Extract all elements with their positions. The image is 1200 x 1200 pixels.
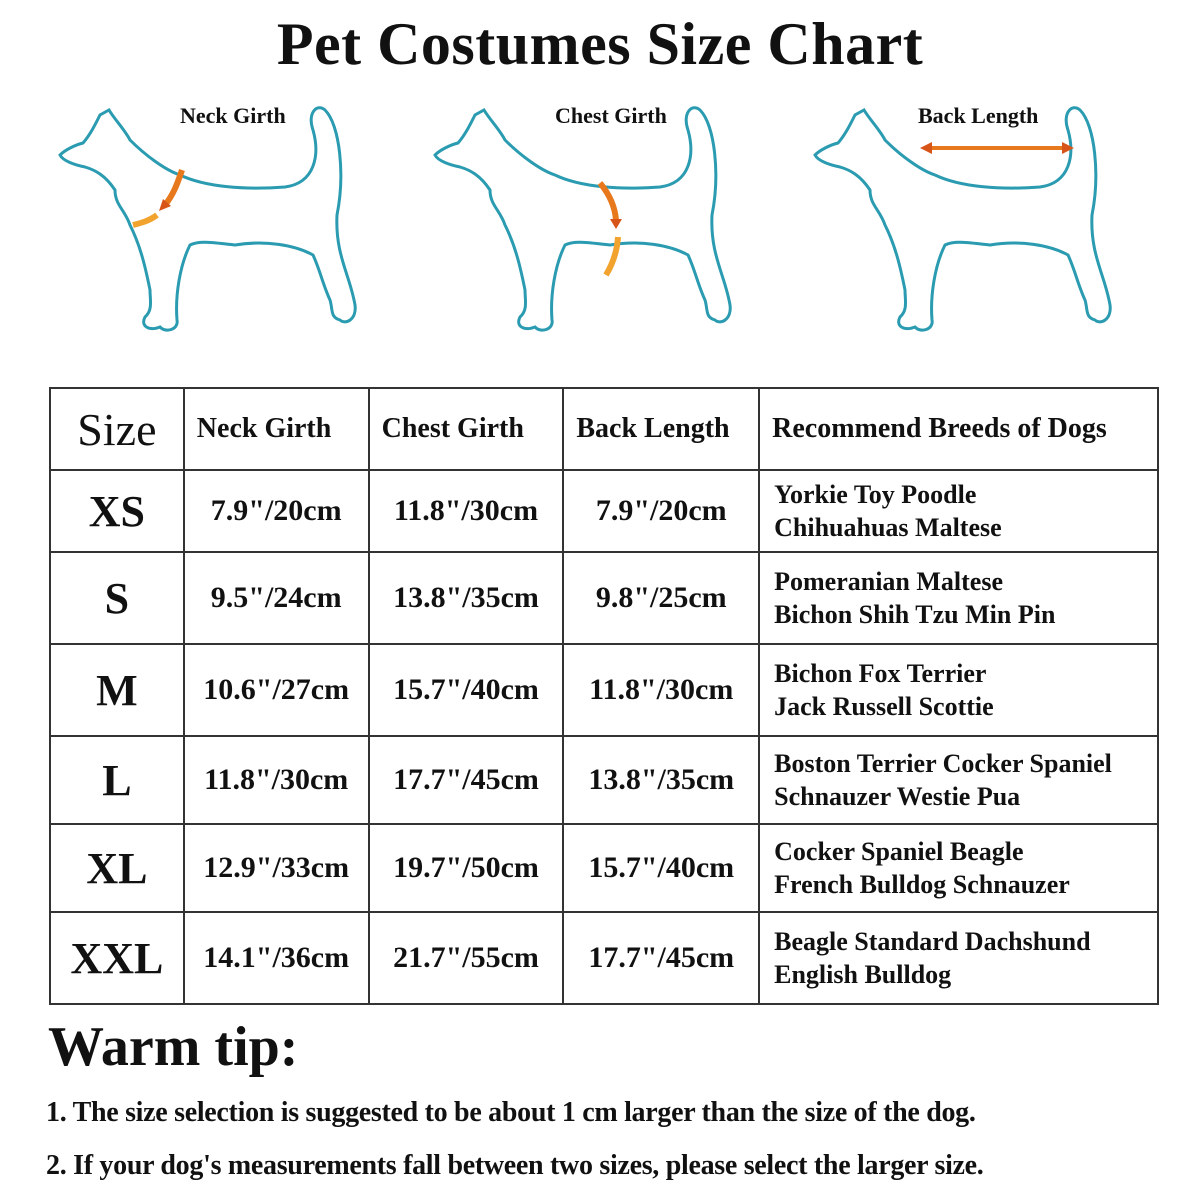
header-size: Size [49, 387, 185, 471]
tip-item-1: 1. The size selection is suggested to be… [46, 1097, 976, 1128]
back-cell: 15.7"/40cm [562, 823, 761, 913]
neck-cell: 12.9"/33cm [182, 823, 370, 913]
header-back-length: Back Length [562, 387, 761, 471]
size-cell: S [49, 551, 185, 645]
breeds-line: Schnauzer Westie Pua [774, 782, 1021, 811]
back-length-diagram: Back Length [800, 95, 1130, 365]
table-row: M 10.6"/27cm 15.7"/40cm 11.8"/30cm Bicho… [49, 643, 1159, 737]
breeds-line: Bichon Shih Tzu Min Pin [774, 600, 1056, 629]
neck-girth-diagram: Neck Girth [45, 95, 375, 365]
header-chest-girth: Chest Girth [367, 387, 565, 471]
back-cell: 13.8"/35cm [562, 735, 761, 825]
breeds-line: Bichon Fox Terrier [774, 659, 987, 688]
table-header-row: Size Neck Girth Chest Girth Back Length … [49, 387, 1159, 471]
table-row: L 11.8"/30cm 17.7"/45cm 13.8"/35cm Bosto… [49, 735, 1159, 825]
page-title: Pet Costumes Size Chart [276, 11, 924, 77]
breeds-cell: Cocker Spaniel Beagle French Bulldog Schn… [758, 823, 1159, 913]
breeds-line: Boston Terrier Cocker Spaniel [774, 749, 1112, 778]
dog-outline-neck-icon [58, 106, 357, 332]
breeds-cell: Beagle Standard Dachshund English Bulldog [758, 911, 1159, 1005]
warm-tip-title: Warm tip: [48, 1016, 299, 1078]
back-length-label: Back Length [918, 103, 1039, 128]
breeds-cell: Yorkie Toy Poodle Chihuahuas Maltese [758, 469, 1159, 553]
neck-cell: 11.8"/30cm [182, 735, 370, 825]
chest-cell: 17.7"/45cm [367, 735, 565, 825]
dog-outline-chest-icon [433, 106, 732, 332]
size-cell: M [49, 643, 185, 737]
table-row: XXL 14.1"/36cm 21.7"/55cm 17.7"/45cm Bea… [49, 911, 1159, 1005]
breeds-line: English Bulldog [774, 960, 952, 989]
chest-girth-label: Chest Girth [555, 103, 667, 128]
size-cell: XXL [49, 911, 185, 1005]
header-neck-girth: Neck Girth [182, 387, 370, 471]
back-cell: 9.8"/25cm [562, 551, 761, 645]
neck-cell: 14.1"/36cm [182, 911, 370, 1005]
chest-cell: 15.7"/40cm [367, 643, 565, 737]
size-cell: L [49, 735, 185, 825]
tip-item-2: 2. If your dog's measurements fall betwe… [46, 1150, 984, 1181]
neck-girth-label: Neck Girth [180, 103, 286, 128]
neck-cell: 9.5"/24cm [182, 551, 370, 645]
breeds-line: Beagle Standard Dachshund [774, 927, 1091, 956]
breeds-line: Chihuahuas Maltese [774, 513, 1002, 542]
table-row: XS 7.9"/20cm 11.8"/30cm 7.9"/20cm Yorkie… [49, 469, 1159, 553]
size-cell: XS [49, 469, 185, 553]
back-cell: 11.8"/30cm [562, 643, 761, 737]
chest-cell: 21.7"/55cm [367, 911, 565, 1005]
breeds-line: French Bulldog Schnauzer [774, 870, 1070, 899]
dog-outline-back-icon [813, 106, 1112, 332]
breeds-cell: Bichon Fox Terrier Jack Russell Scottie [758, 643, 1159, 737]
neck-cell: 10.6"/27cm [182, 643, 370, 737]
chest-cell: 13.8"/35cm [367, 551, 565, 645]
header-breeds: Recommend Breeds of Dogs [758, 387, 1159, 471]
chest-cell: 11.8"/30cm [367, 469, 565, 553]
table-row: S 9.5"/24cm 13.8"/35cm 9.8"/25cm Pomeran… [49, 551, 1159, 645]
back-cell: 7.9"/20cm [562, 469, 761, 553]
back-cell: 17.7"/45cm [562, 911, 761, 1005]
size-table: Size Neck Girth Chest Girth Back Length … [49, 387, 1159, 1005]
breeds-line: Cocker Spaniel Beagle [774, 837, 1024, 866]
chest-girth-diagram: Chest Girth [420, 95, 750, 365]
breeds-line: Pomeranian Maltese [774, 567, 1004, 596]
chest-cell: 19.7"/50cm [367, 823, 565, 913]
table-row: XL 12.9"/33cm 19.7"/50cm 15.7"/40cm Cock… [49, 823, 1159, 913]
neck-cell: 7.9"/20cm [182, 469, 370, 553]
breeds-line: Jack Russell Scottie [774, 692, 994, 721]
size-cell: XL [49, 823, 185, 913]
breeds-cell: Boston Terrier Cocker Spaniel Schnauzer W… [758, 735, 1159, 825]
breeds-line: Yorkie Toy Poodle [774, 480, 977, 509]
breeds-cell: Pomeranian Maltese Bichon Shih Tzu Min Pi… [758, 551, 1159, 645]
